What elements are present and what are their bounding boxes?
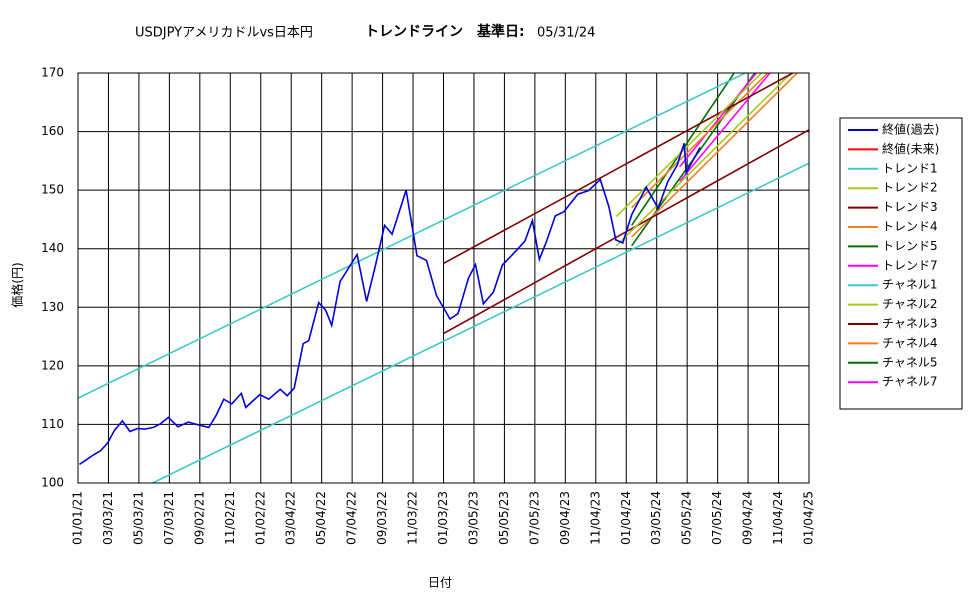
legend-label: チャネル5 [882, 355, 938, 369]
x-tick-label: 11/02/21 [223, 491, 237, 545]
legend-label: トレンド7 [882, 258, 938, 272]
y-axis-label: 価格(円) [10, 262, 25, 307]
legend-label: チャネル7 [882, 375, 938, 389]
legend-label: チャネル3 [882, 317, 938, 331]
x-tick-label: 07/05/23 [527, 491, 541, 545]
series-line [150, 162, 809, 483]
x-tick-label: 01/02/22 [253, 491, 267, 545]
chart-title: USDJPYアメリカドルvs日本円 [135, 26, 313, 41]
x-tick-label: 11/04/24 [771, 491, 785, 545]
series-line [78, 73, 748, 399]
x-tick-label: 05/05/24 [680, 491, 694, 545]
legend-label: チャネル1 [882, 278, 938, 292]
x-tick-label: 09/04/24 [741, 491, 755, 545]
x-tick-label: 09/02/21 [192, 491, 206, 545]
series-line [631, 73, 769, 209]
y-tick-label: 140 [41, 241, 64, 255]
x-tick-label: 03/03/21 [101, 491, 115, 545]
x-tick-label: 03/04/22 [284, 491, 298, 545]
y-tick-label: 110 [41, 417, 64, 431]
x-tick-label: 05/03/21 [131, 491, 145, 545]
series-line [615, 73, 763, 218]
y-tick-label: 100 [41, 476, 64, 490]
series-line [443, 73, 795, 265]
series-line [615, 73, 793, 247]
y-tick-label: 170 [41, 66, 64, 80]
x-tick-label: 05/05/23 [497, 491, 511, 545]
x-tick-label: 03/05/23 [466, 491, 480, 545]
y-tick-label: 130 [41, 300, 64, 314]
series-line [679, 73, 758, 168]
x-tick-label: 01/04/25 [802, 491, 816, 545]
legend-label: トレンド3 [882, 200, 938, 214]
x-tick-label: 05/04/22 [314, 491, 328, 545]
legend-label: トレンド5 [882, 239, 938, 253]
legend-label: 終値(未来) [882, 141, 939, 156]
legend-box [839, 117, 963, 410]
plot-lines [78, 73, 809, 483]
x-tick-label: 07/04/22 [345, 491, 359, 545]
series-line [631, 73, 756, 247]
x-tick-label: 01/03/23 [436, 491, 450, 545]
x-axis-label: 日付 [428, 576, 452, 590]
series-line [679, 73, 771, 182]
y-tick-label: 120 [41, 358, 64, 372]
series-line [631, 73, 736, 226]
plot-frame [77, 72, 810, 484]
legend: 終値(過去) 終値(未来) トレンド1 トレンド2 トレンド3 トレンド4 トレンド5 トレン… [848, 122, 939, 389]
x-tick-label: 09/04/23 [558, 491, 572, 545]
x-tick-label: 07/05/24 [710, 491, 724, 545]
x-tick-label: 11/04/23 [588, 491, 602, 545]
y-tick-label: 150 [41, 183, 64, 197]
legend-label: 終値(過去) [882, 122, 939, 137]
base-date: 05/31/24 [537, 26, 595, 41]
y-tick-label: 160 [41, 124, 64, 138]
chart-subtitle: トレンドライン 基準日: [365, 23, 525, 40]
x-tick-label: 03/05/24 [649, 491, 663, 545]
legend-label: チャネル4 [882, 336, 938, 350]
x-tick-label: 01/04/24 [619, 491, 633, 545]
legend-label: トレンド4 [882, 220, 938, 234]
x-tick-label: 07/03/21 [162, 491, 176, 545]
x-tick-label: 11/03/22 [406, 491, 420, 545]
x-tick-label: 09/03/22 [375, 491, 389, 545]
legend-label: チャネル2 [882, 297, 938, 311]
series-line [79, 143, 701, 465]
legend-label: トレンド2 [882, 181, 938, 195]
series-line [631, 73, 799, 238]
legend-label: トレンド1 [882, 161, 938, 175]
x-tick-label: 01/01/21 [71, 491, 85, 545]
